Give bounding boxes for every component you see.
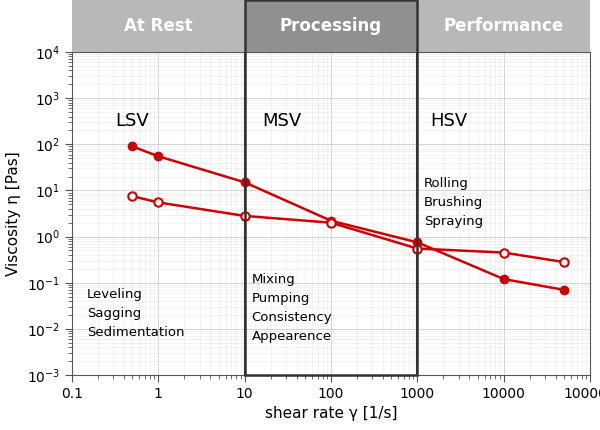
Y-axis label: Viscosity η [Pas]: Viscosity η [Pas] [7,151,22,276]
Text: Mixing
Pumping
Consistency
Appearence: Mixing Pumping Consistency Appearence [251,273,332,343]
Text: Performance: Performance [443,17,564,35]
Text: Leveling
Sagging
Sedimentation: Leveling Sagging Sedimentation [87,288,185,339]
Text: Rolling
Brushing
Spraying: Rolling Brushing Spraying [424,177,484,227]
Text: Processing: Processing [280,17,382,35]
Text: At Rest: At Rest [124,17,193,35]
Text: MSV: MSV [262,112,302,130]
Text: LSV: LSV [116,112,149,130]
X-axis label: shear rate γ [1/s]: shear rate γ [1/s] [265,406,397,421]
Text: HSV: HSV [430,112,467,130]
